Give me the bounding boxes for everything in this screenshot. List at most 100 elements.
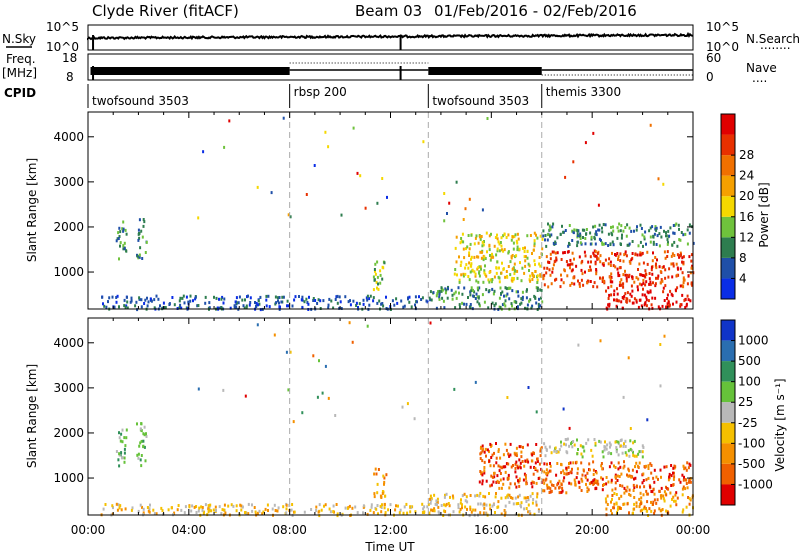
heatmap-cell <box>530 306 533 310</box>
heatmap-cell <box>584 270 586 274</box>
colorbar-tick: 16 <box>739 210 754 224</box>
heatmap-cell <box>635 276 638 280</box>
heatmap-cell <box>623 486 626 490</box>
heatmap-cell <box>241 298 244 302</box>
heatmap-cell <box>488 248 491 252</box>
heatmap-cell <box>413 417 416 421</box>
heatmap-cell <box>380 302 383 306</box>
heatmap-cell <box>526 458 529 462</box>
heatmap-cell <box>640 252 643 256</box>
heatmap-cell <box>503 248 506 252</box>
heatmap-cell <box>137 256 140 260</box>
heatmap-cell <box>366 298 369 302</box>
heatmap-cell <box>672 264 675 268</box>
heatmap-cell <box>458 280 461 284</box>
heatmap-cell <box>522 246 524 250</box>
x-tick-label: 04:00 <box>172 523 207 537</box>
heatmap-cell <box>593 438 596 441</box>
heatmap-cell <box>691 283 694 287</box>
heatmap-cell <box>493 289 496 293</box>
heatmap-cell <box>611 240 614 244</box>
heatmap-cell <box>376 504 379 507</box>
heatmap-cell <box>116 237 119 241</box>
heatmap-cell <box>681 493 684 497</box>
heatmap-cell <box>662 290 665 294</box>
heatmap-cell <box>625 234 628 238</box>
heatmap-cell <box>578 255 581 259</box>
heatmap-cell <box>382 474 385 478</box>
heatmap-cell <box>384 511 387 515</box>
heatmap-cell <box>589 268 592 272</box>
heatmap-cell <box>497 500 500 504</box>
heatmap-cell <box>434 502 437 506</box>
heatmap-cell <box>529 274 532 278</box>
heatmap-cell <box>548 486 551 490</box>
heatmap-cell <box>688 478 691 482</box>
heatmap-cell <box>649 462 652 466</box>
heatmap-cell <box>629 447 632 451</box>
colorbar-segment <box>721 443 735 464</box>
heatmap-cell <box>164 306 167 310</box>
heatmap-cell <box>503 232 506 236</box>
heatmap-cell <box>138 236 141 240</box>
heatmap-cell <box>456 273 458 277</box>
heatmap-cell <box>430 508 433 512</box>
heatmap-cell <box>672 477 675 481</box>
nave-legend: .... <box>752 71 767 85</box>
heatmap-cell <box>384 494 387 498</box>
heatmap-cell <box>631 275 633 279</box>
heatmap-cell <box>440 289 443 293</box>
heatmap-cell <box>579 444 582 448</box>
heatmap-cell <box>511 276 514 280</box>
heatmap-cell <box>476 300 479 304</box>
heatmap-cell <box>685 304 688 308</box>
heatmap-cell <box>620 236 623 240</box>
heatmap-cell <box>674 493 677 497</box>
heatmap-cell <box>459 501 462 505</box>
heatmap-cell <box>595 268 598 271</box>
heatmap-cell <box>665 485 667 489</box>
heatmap-cell <box>580 278 583 282</box>
heatmap-cell <box>525 507 528 510</box>
heatmap-cell <box>108 296 111 300</box>
heatmap-cell <box>619 280 622 284</box>
heatmap-cell <box>556 483 559 487</box>
heatmap-cell <box>465 302 468 306</box>
heatmap-cell <box>468 251 471 255</box>
heatmap-cell <box>581 479 584 483</box>
heatmap-cell <box>483 471 486 475</box>
heatmap-cell <box>478 265 481 269</box>
heatmap-cell <box>379 273 382 277</box>
heatmap-cell <box>121 456 124 460</box>
heatmap-cell <box>625 453 628 457</box>
heatmap-cell <box>494 511 496 514</box>
heatmap-cell <box>499 306 502 309</box>
heatmap-cell <box>244 511 247 514</box>
heatmap-cell <box>649 226 652 230</box>
heatmap-cell <box>376 260 379 264</box>
heatmap-cell <box>690 281 693 285</box>
heatmap-cell <box>447 502 450 505</box>
heatmap-cell <box>143 302 146 305</box>
heatmap-cell <box>161 509 164 513</box>
heatmap-cell <box>258 302 261 306</box>
heatmap-cell <box>642 281 645 285</box>
heatmap-cell <box>570 281 573 285</box>
heatmap-cell <box>519 302 522 306</box>
x-tick-label: 12:00 <box>373 523 408 537</box>
heatmap-cell <box>536 460 539 463</box>
heatmap-cell <box>485 231 488 235</box>
heatmap-cell <box>139 458 142 462</box>
heatmap-cell <box>513 272 516 276</box>
heatmap-cell <box>455 235 458 239</box>
heatmap-cell <box>679 480 682 484</box>
heatmap-cell <box>635 470 638 474</box>
heatmap-cell <box>125 428 128 432</box>
heatmap-cell <box>538 297 540 301</box>
heatmap-cell <box>159 304 161 308</box>
heatmap-cell <box>663 499 666 503</box>
heatmap-cell <box>483 502 486 506</box>
heatmap-cell <box>474 272 477 276</box>
heatmap-cell <box>146 506 149 509</box>
heatmap-cell <box>516 232 519 236</box>
